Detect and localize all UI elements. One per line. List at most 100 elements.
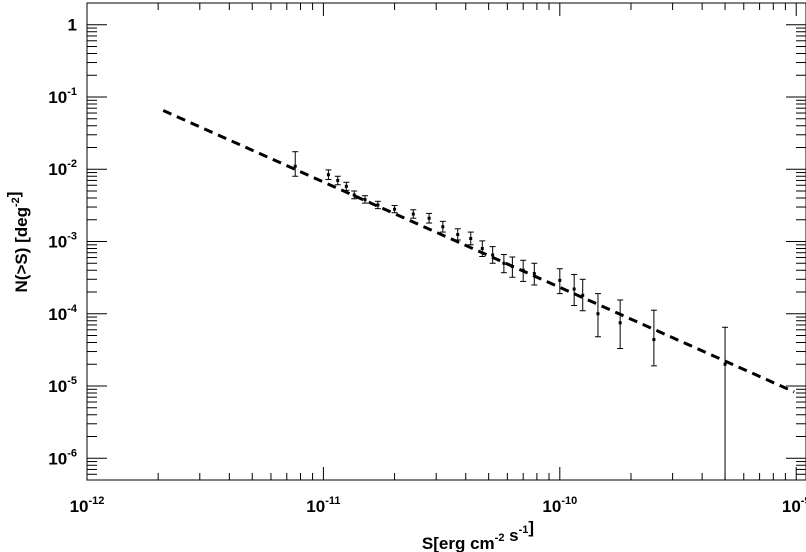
axis-title-text: S[erg cm — [422, 534, 495, 552]
y-tick-label-exponent: -2 — [67, 158, 77, 170]
data-point — [531, 262, 538, 286]
y-tick-label-base: 10 — [48, 88, 67, 107]
y-tick-label-exponent: -1 — [67, 86, 77, 98]
marker — [572, 287, 576, 291]
data-point — [617, 299, 624, 350]
x-tick-label: 10-10 — [542, 495, 577, 516]
marker — [376, 203, 380, 207]
marker — [363, 198, 367, 202]
marker — [521, 268, 525, 272]
axis-title-exponent: -2 — [10, 197, 22, 207]
data-point — [479, 240, 486, 257]
marker — [441, 225, 445, 229]
marker — [326, 173, 330, 177]
y-tick-label: 1 — [68, 16, 77, 35]
marker — [596, 312, 600, 316]
y-tick-label-exponent: -3 — [67, 231, 77, 243]
marker — [352, 193, 356, 197]
data-point — [594, 293, 601, 338]
marker — [618, 321, 622, 325]
x-tick-label-exponent: -12 — [89, 495, 105, 507]
data-point — [579, 278, 586, 312]
data-point — [467, 231, 474, 246]
axis-title-exponent: -2 — [495, 532, 505, 544]
marker — [510, 265, 514, 269]
y-tick-label-base: 10 — [48, 233, 67, 252]
data-point — [489, 246, 496, 264]
marker — [469, 237, 473, 241]
x-tick-label-exponent: -11 — [325, 495, 340, 507]
minor-ticks — [87, 2, 806, 481]
data-point — [391, 204, 398, 214]
x-tick-label: 10-11 — [306, 495, 340, 516]
data-point — [292, 151, 299, 177]
y-tick-labels: 110-110-210-310-410-510-6 — [48, 16, 78, 469]
y-axis-title: N(>S) [deg-2] — [4, 192, 31, 293]
y-tick-label-base: 10 — [48, 449, 67, 468]
data-point — [334, 175, 341, 186]
marker — [558, 278, 562, 282]
y-tick-label-base: 10 — [48, 377, 67, 396]
marker — [344, 184, 348, 188]
fit-line-group — [162, 109, 795, 394]
data-point — [362, 195, 369, 204]
axis-title-text: s — [504, 526, 518, 545]
data-point — [722, 326, 729, 480]
data-point — [520, 259, 527, 282]
marker — [427, 216, 431, 220]
y-tick-label: 10-3 — [48, 231, 77, 252]
x-tick-label: 10-12 — [70, 495, 105, 516]
y-tick-label-exponent: -4 — [67, 303, 78, 315]
data-point — [439, 220, 446, 233]
data-point — [454, 228, 461, 241]
x-tick-label-base: 10 — [782, 497, 801, 516]
y-tick-label-base: 10 — [48, 160, 67, 179]
data-point — [410, 209, 417, 219]
marker — [652, 338, 656, 342]
marker — [502, 261, 506, 265]
marker — [293, 164, 297, 168]
axis-title-exponent: -1 — [519, 524, 529, 536]
data-point — [650, 309, 657, 367]
axis-title-text: N(>S) [deg — [12, 207, 31, 292]
data-point — [325, 169, 332, 181]
data-point — [556, 268, 563, 295]
x-tick-label-exponent: -10 — [561, 495, 577, 507]
marker — [336, 178, 340, 182]
y-tick-label-base: 10 — [48, 305, 67, 324]
marker — [491, 253, 495, 257]
major-ticks — [86, 3, 806, 480]
y-tick-label: 10-6 — [48, 447, 77, 468]
data-point — [426, 212, 433, 224]
fit-line — [162, 109, 795, 394]
x-tick-label: 10-9 — [782, 495, 806, 516]
data-point — [500, 254, 507, 274]
marker — [581, 293, 585, 297]
x-axis-title: S[erg cm-2 s-1] — [422, 518, 534, 552]
data-points — [292, 151, 729, 480]
marker — [411, 212, 415, 216]
y-tick-label: 10-4 — [48, 303, 78, 324]
axis-title-text: ] — [528, 518, 534, 537]
data-point — [351, 190, 358, 200]
axis-title-text: ] — [4, 192, 23, 198]
marker — [480, 247, 484, 251]
plot-frame — [86, 2, 806, 481]
data-point — [374, 200, 381, 210]
x-tick-label-base: 10 — [306, 497, 325, 516]
y-tick-label-base: 1 — [68, 16, 77, 35]
y-tick-label-exponent: -6 — [67, 447, 77, 459]
data-point — [509, 256, 516, 278]
marker — [532, 272, 536, 276]
marker — [723, 362, 727, 366]
y-tick-label: 10-1 — [48, 86, 77, 107]
x-tick-label-base: 10 — [542, 497, 561, 516]
y-tick-label-exponent: -5 — [67, 375, 77, 387]
y-tick-label: 10-2 — [48, 158, 77, 179]
y-tick-label: 10-5 — [48, 375, 77, 396]
x-tick-label-base: 10 — [70, 497, 89, 516]
marker — [456, 232, 460, 236]
data-point — [571, 273, 578, 307]
